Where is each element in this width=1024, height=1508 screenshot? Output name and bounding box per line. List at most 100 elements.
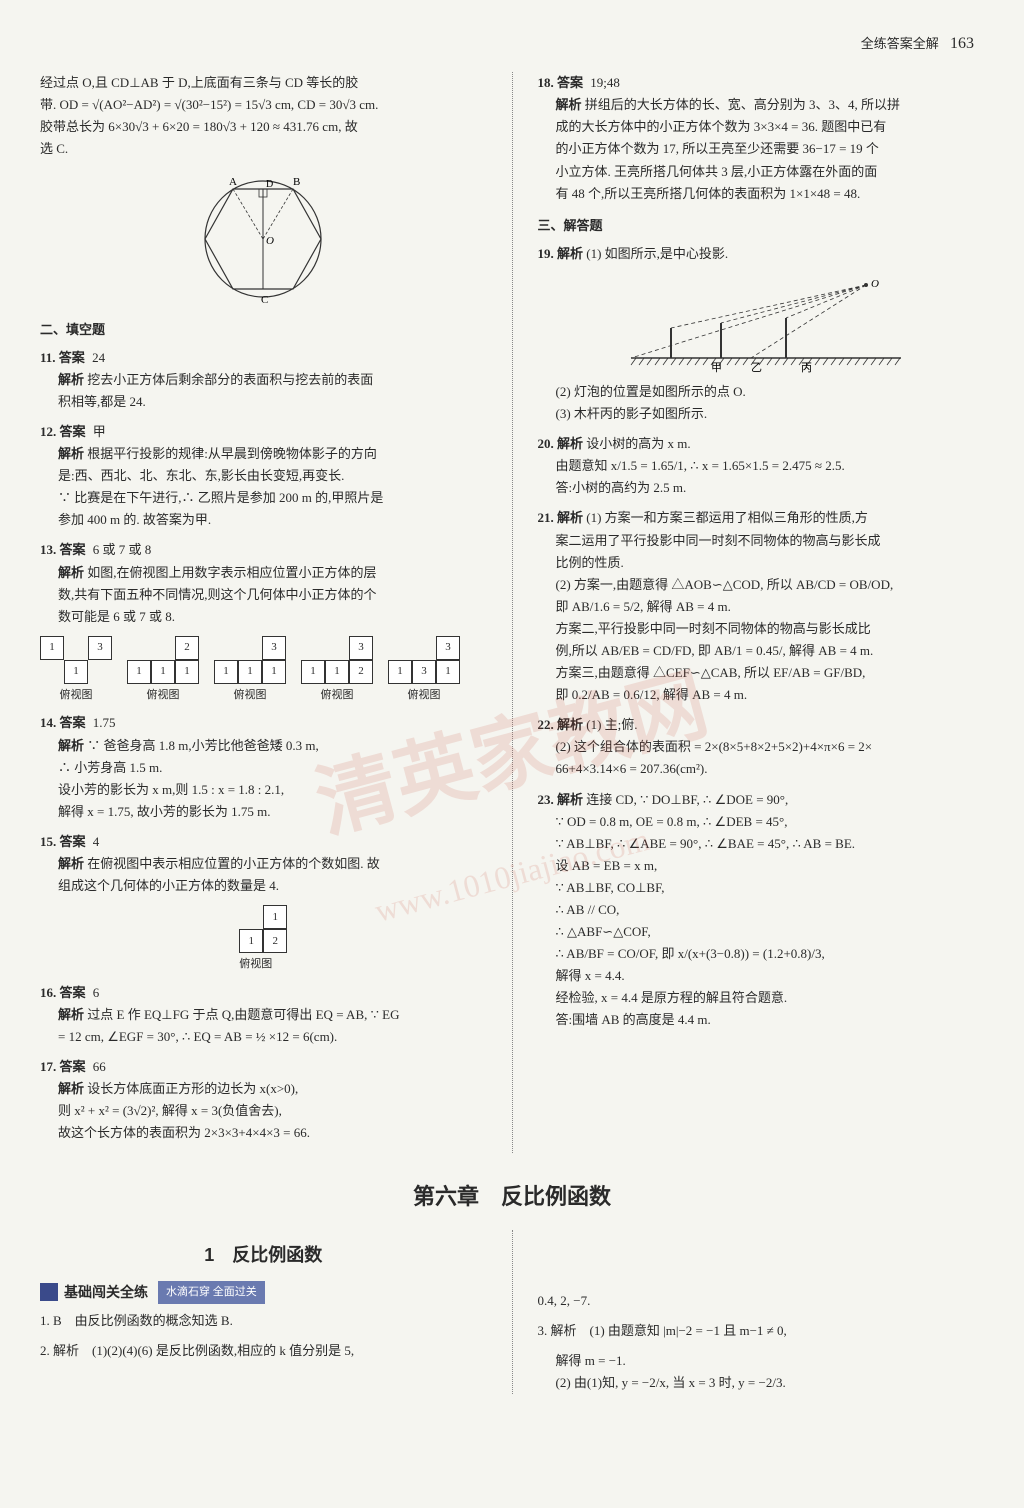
q18-ans-label: 答案: [557, 75, 583, 90]
q11-exp-label: 解析: [58, 372, 84, 387]
practice-label: 基础闯关全练: [64, 1281, 148, 1305]
grid-caption: 俯视图: [301, 686, 373, 705]
q19-p2: (2) 灯泡的位置是如图所示的点 O.: [538, 381, 985, 403]
q19-num: 19.: [538, 246, 554, 261]
grid-cell: [214, 636, 238, 660]
q11-ans: 24: [92, 350, 105, 365]
q12-exp-label: 解析: [58, 446, 84, 461]
q13-exp-label: 解析: [58, 565, 84, 580]
q20-exp-label: 解析: [557, 436, 583, 451]
q22-num: 22.: [538, 717, 554, 732]
q19-p3: (3) 木杆丙的影子如图所示.: [538, 403, 985, 425]
grid-cell: 1: [64, 660, 88, 684]
practice-icon: [40, 1283, 58, 1301]
q23-l5: ∵ AB⊥BF, CO⊥BF,: [538, 877, 985, 899]
q13-num: 13.: [40, 542, 56, 557]
q20-l2: 由题意知 x/1.5 = 1.65/1, ∴ x = 1.65×1.5 = 2.…: [538, 455, 985, 477]
q18-exp5: 有 48 个,所以王亮所搭几何体的表面积为 1×1×48 = 48.: [538, 183, 985, 205]
bottom-right-column: 0.4, 2, −7. 3. 解析 (1) 由题意知 |m|−2 = −1 且 …: [538, 1230, 985, 1394]
q19-p1: (1) 如图所示,是中心投影.: [586, 246, 728, 261]
left-column: 经过点 O,且 CD⊥AB 于 D,上底面有三条与 CD 等长的胶 带. OD …: [40, 72, 487, 1152]
grid-cell: 3: [88, 636, 112, 660]
bottom-q2: 2. 解析 (1)(2)(4)(6) 是反比例函数,相应的 k 值分别是 5,: [40, 1340, 487, 1362]
q23-l3: ∵ AB⊥BF, ∴ ∠ABE = 90°, ∴ ∠BAE = 45°, ∴ A…: [538, 833, 985, 855]
grid-cell: 1: [151, 660, 175, 684]
q18-exp1: 拼组后的大长方体的长、宽、高分别为 3、3、4, 所以拼: [585, 97, 900, 112]
q15-num: 15.: [40, 834, 56, 849]
q17-exp2: 则 x² + x² = (3√2)², 解得 x = 3(负值舍去),: [40, 1100, 487, 1122]
q23-exp-label: 解析: [557, 792, 583, 807]
q17-ans-label: 答案: [60, 1059, 86, 1074]
q13-ans: 6 或 7 或 8: [93, 542, 152, 557]
q12-num: 12.: [40, 424, 56, 439]
q16-exp1: 过点 E 作 EQ⊥FG 于点 Q,由题意可得出 EQ = AB, ∵ EG: [87, 1007, 399, 1022]
grid-cell: [388, 636, 412, 660]
q18-exp4: 小立方体. 王亮所搭几何体共 3 层,小正方体露在外面的面: [538, 161, 985, 183]
grid-cell: 1: [436, 660, 460, 684]
q14-ans-label: 答案: [60, 715, 86, 730]
q12: 12. 答案 甲 解析 根据平行投影的规律:从早晨到傍晚物体影子的方向 是:西、…: [40, 421, 487, 531]
q20-l1: 设小树的高为 x m.: [586, 436, 690, 451]
q11-ans-label: 答案: [59, 350, 85, 365]
q23-l4: 设 AB = EB = x m,: [538, 855, 985, 877]
q15-exp2: 组成这个几何体的小正方体的数量是 4.: [40, 875, 487, 897]
q19: 19. 解析 (1) 如图所示,是中心投影. O 甲 乙 丙 (2) 灯泡: [538, 243, 985, 425]
q21-num: 21.: [538, 510, 554, 525]
q12-exp2: 是:西、西北、北、东北、东,影长由长变短,再变长.: [40, 465, 487, 487]
q13: 13. 答案 6 或 7 或 8 解析 如图,在俯视图上用数字表示相应位置小正方…: [40, 539, 487, 704]
q16-num: 16.: [40, 985, 56, 1000]
intro-text: 经过点 O,且 CD⊥AB 于 D,上底面有三条与 CD 等长的胶 带. OD …: [40, 72, 487, 160]
q18-exp2: 成的大长方体中的小正方体个数为 3×3×4 = 36. 题图中已有: [538, 116, 985, 138]
grid-cell: [325, 636, 349, 660]
grid-cell: [64, 636, 88, 660]
grid-group: 3131俯视图: [388, 636, 460, 705]
q23-l10: 经检验, x = 4.4 是原方程的解且符合题意.: [538, 987, 985, 1009]
right-column: 18. 答案 19;48 解析 拼组后的大长方体的长、宽、高分别为 3、3、4,…: [538, 72, 985, 1152]
q20-num: 20.: [538, 436, 554, 451]
intro-l4: 选 C.: [40, 138, 487, 160]
grid-cell: 2: [263, 929, 287, 953]
q21-l4: (2) 方案一,由题意得 △AOB∽△COD, 所以 AB/CD = OB/OD…: [538, 574, 985, 596]
grid-cell: 3: [349, 636, 373, 660]
q23-l2: ∵ OD = 0.8 m, OE = 0.8 m, ∴ ∠DEB = 45°,: [538, 811, 985, 833]
q23-l6: ∴ AB // CO,: [538, 899, 985, 921]
q18-num: 18.: [538, 75, 554, 90]
q23-num: 23.: [538, 792, 554, 807]
intro-l2: 带. OD = √(AO²−AD²) = √(30²−15²) = 15√3 c…: [40, 94, 487, 116]
header-title: 全练答案全解: [861, 36, 939, 51]
q21-l6: 方案二,平行投影中同一时刻不同物体的物高与影长成比: [538, 618, 985, 640]
q13-ans-label: 答案: [60, 542, 86, 557]
q13-exp2: 数,共有下面五种不同情况,则这个几何体中小正方体的个: [40, 584, 487, 606]
q18-exp3: 的小正方体个数为 17, 所以王亮至少还需要 36−17 = 19 个: [538, 138, 985, 160]
grid-cell: [238, 636, 262, 660]
intro-l3: 胶带总长为 6×30√3 + 6×20 = 180√3 + 120 ≈ 431.…: [40, 116, 487, 138]
grid-group: 3111俯视图: [214, 636, 286, 705]
q15-ans-label: 答案: [60, 834, 86, 849]
q21-l8: 方案三,由题意得 △CEF∽△CAB, 所以 EF/AB = GF/BD,: [538, 662, 985, 684]
q12-ans-label: 答案: [60, 424, 86, 439]
q13-grids: 131俯视图2111俯视图3111俯视图3112俯视图3131俯视图: [40, 636, 487, 705]
q21-exp-label: 解析: [557, 510, 583, 525]
shadow-diagram: O 甲 乙 丙: [611, 273, 911, 373]
grid-cell: 1: [239, 929, 263, 953]
bottom-q3a: 3. 解析 (1) 由题意知 |m|−2 = −1 且 m−1 ≠ 0,: [538, 1320, 985, 1342]
q23-l1: 连接 CD, ∵ DO⊥BF, ∴ ∠DOE = 90°,: [586, 792, 788, 807]
q11-exp2: 积相等,都是 24.: [40, 391, 487, 413]
q22-l3: 66+4×3.14×6 = 207.36(cm²).: [538, 758, 985, 780]
q16: 16. 答案 6 解析 过点 E 作 EQ⊥FG 于点 Q,由题意可得出 EQ …: [40, 982, 487, 1048]
q17-exp1: 设长方体底面正方形的边长为 x(x>0),: [87, 1081, 298, 1096]
grid-cell: 1: [238, 660, 262, 684]
grid-caption: 俯视图: [40, 686, 112, 705]
hex-circle-diagram: A B C D O: [193, 169, 333, 309]
chapter-title: 第六章 反比例函数: [40, 1178, 984, 1215]
practice-sub: 水滴石穿 全面过关: [158, 1281, 265, 1304]
q11-exp1: 挖去小正方体后剩余部分的表面积与挖去前的表面: [87, 372, 373, 387]
grid-cell: 1: [262, 660, 286, 684]
grid-cell: 2: [175, 636, 199, 660]
label-c: C: [261, 294, 268, 306]
q23-l8: ∴ AB/BF = CO/OF, 即 x/(x+(3−0.8)) = (1.2+…: [538, 943, 985, 965]
grid-cell: [301, 636, 325, 660]
grid-cell: [40, 660, 64, 684]
q12-exp3: ∵ 比赛是在下午进行,∴ 乙照片是参加 200 m 的,甲照片是: [40, 487, 487, 509]
grid-cell: [88, 660, 112, 684]
